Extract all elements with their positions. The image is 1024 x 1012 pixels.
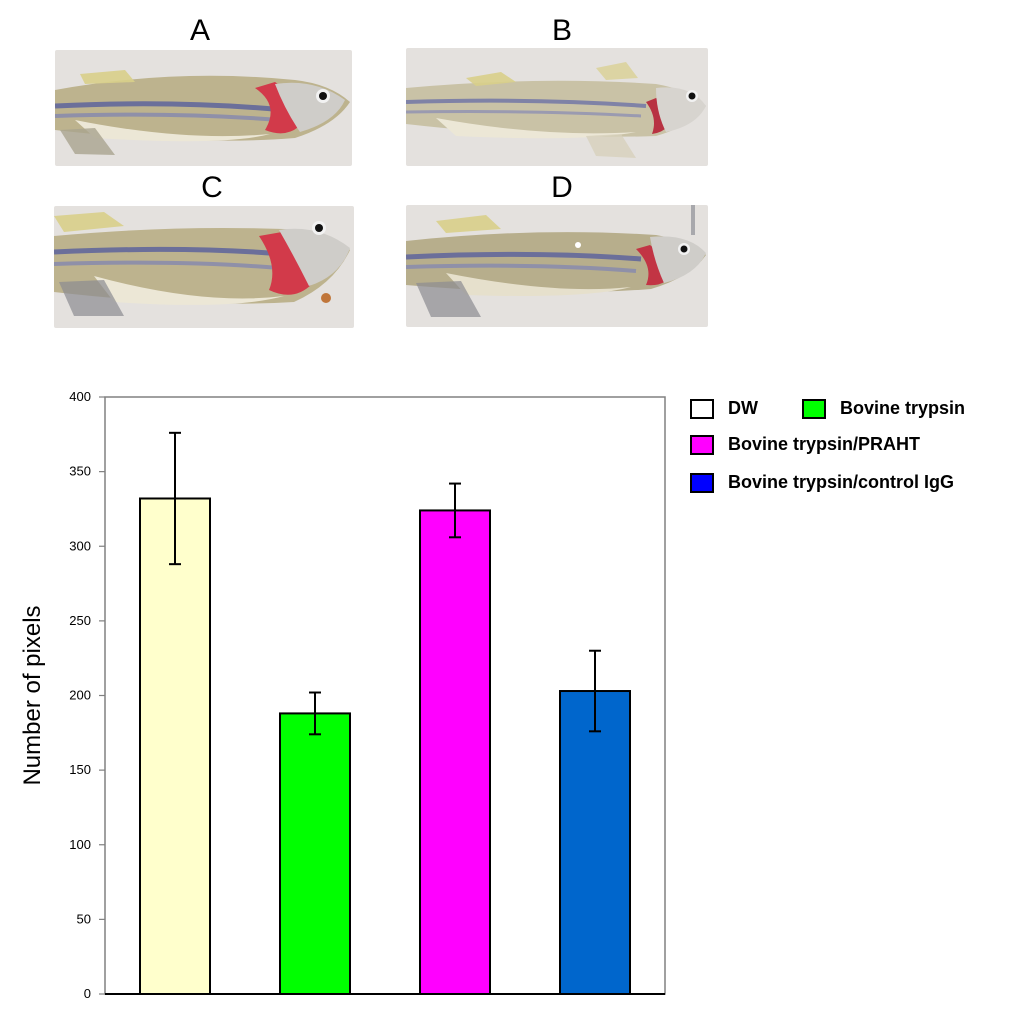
legend-item-dw: DW xyxy=(690,398,758,419)
legend-label-bovine-trypsin: Bovine trypsin xyxy=(840,398,966,418)
bar-1 xyxy=(139,497,211,996)
fish-photo-a xyxy=(55,50,352,166)
panel-label-b: B xyxy=(551,14,572,47)
y-tick-label: 350 xyxy=(69,464,91,479)
panel-label-c: C xyxy=(201,171,223,204)
y-tick-label: 250 xyxy=(69,613,91,628)
legend-label-dw: DW xyxy=(728,398,758,418)
fish-photo-c xyxy=(54,206,354,328)
legend-swatch-bovine-trypsin-control-igg xyxy=(690,472,714,493)
legend-label-bovine-trypsin-praht: Bovine trypsin/PRAHT xyxy=(728,434,921,454)
y-tick-label: 150 xyxy=(69,762,91,777)
legend-swatch-bovine-trypsin-praht xyxy=(690,434,714,455)
bar-4 xyxy=(559,690,631,995)
y-tick-label: 0 xyxy=(84,986,91,1001)
fish-photo-b xyxy=(406,48,708,166)
legend-item-bovine-trypsin-control-igg: Bovine trypsin/control IgG xyxy=(690,472,954,493)
y-tick-label: 100 xyxy=(69,837,91,852)
legend-label-bovine-trypsin-control-igg: Bovine trypsin/control IgG xyxy=(728,472,955,492)
legend-item-bovine-trypsin-praht: Bovine trypsin/PRAHT xyxy=(690,434,920,455)
legend-swatch-bovine-trypsin xyxy=(802,398,826,419)
panel-label-d: D xyxy=(551,171,573,204)
y-tick-label: 300 xyxy=(69,538,91,553)
legend-item-bovine-trypsin: Bovine trypsin xyxy=(802,398,965,419)
bar-2 xyxy=(279,712,351,995)
y-tick-label: 200 xyxy=(69,688,91,703)
legend-swatch-dw xyxy=(690,398,714,419)
bar-chart: 0 50 100 150 200 250 300 350 400 Number of pixels xyxy=(19,389,666,1001)
panel-label-a: A xyxy=(189,14,210,47)
fish-photo-d xyxy=(406,205,708,327)
y-tick-label: 400 xyxy=(69,389,91,404)
bar-3 xyxy=(419,509,491,995)
y-tick-label: 50 xyxy=(77,911,91,926)
y-axis-label: Number of pixels xyxy=(19,605,46,785)
